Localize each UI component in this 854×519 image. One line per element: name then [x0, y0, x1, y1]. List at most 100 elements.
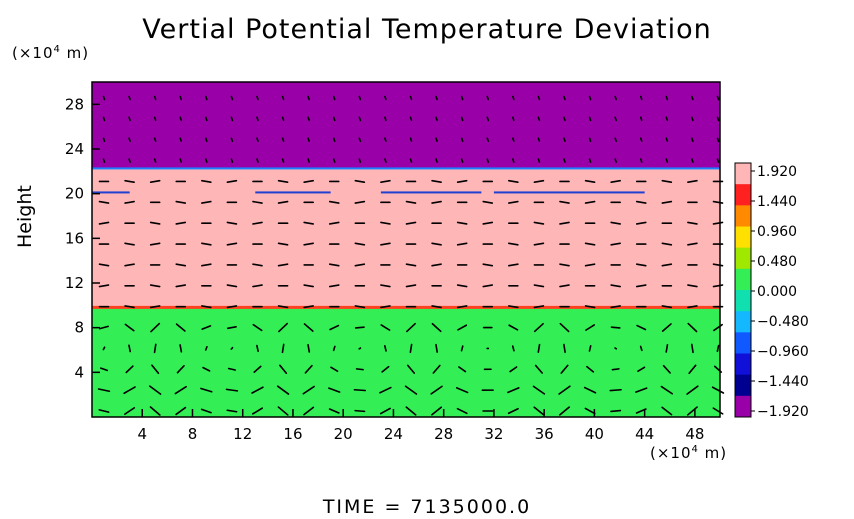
vector-arrow: [328, 387, 341, 393]
vector-arrow: [534, 364, 543, 374]
vector-arrow: [611, 368, 620, 371]
vector-arrow: [332, 345, 336, 352]
vector-arrow: [430, 385, 443, 395]
vector-arrow: [486, 137, 490, 143]
vector-arrow: [149, 406, 161, 416]
colorbar-segment: [735, 247, 751, 270]
vector-arrow: [384, 158, 387, 163]
vector-arrow: [277, 406, 289, 416]
vector-arrow: [635, 221, 647, 225]
vector-arrow: [256, 137, 259, 143]
vector-arrow: [125, 365, 134, 374]
vector-arrow: [281, 158, 285, 163]
vector-arrow: [691, 158, 694, 163]
vector-arrow: [435, 95, 438, 101]
x-tick-label: 12: [233, 425, 252, 443]
vector-arrow: [431, 322, 442, 333]
colorbar-tick-label: −0.960: [757, 344, 809, 360]
vector-arrow: [226, 305, 238, 309]
vector-arrow: [175, 323, 186, 332]
colorbar-tick-label: 0.960: [757, 224, 797, 240]
x-tick-label: 44: [635, 425, 654, 443]
vector-arrow: [277, 242, 289, 246]
vector-arrow: [153, 137, 157, 143]
vector-arrow: [303, 323, 314, 332]
vector-arrow: [124, 305, 135, 309]
vector-arrow: [716, 344, 720, 353]
vector-arrow: [383, 345, 387, 352]
vector-arrow: [354, 200, 366, 204]
vector-arrow: [507, 387, 520, 394]
vector-arrow: [405, 406, 417, 416]
vector-arrow: [307, 343, 311, 353]
vector-arrow: [281, 137, 285, 143]
vector-arrow: [124, 323, 135, 332]
vector-arrow: [486, 116, 490, 122]
vector-arrow: [200, 387, 213, 393]
vector-arrow: [435, 158, 438, 163]
y-tick-label: 20: [65, 185, 84, 203]
vector-arrow: [124, 200, 135, 204]
colorbar-tick-label: 0.480: [757, 254, 797, 270]
vector-arrow: [303, 305, 314, 309]
vector-arrow: [610, 409, 622, 413]
vector-arrow: [508, 242, 519, 246]
vector-arrow: [533, 406, 545, 416]
vector-arrow: [610, 221, 621, 225]
vector-arrow: [614, 158, 617, 163]
vector-arrow: [226, 221, 238, 225]
vector-arrow: [201, 325, 212, 330]
vector-arrow: [380, 284, 391, 288]
vector-arrow: [179, 158, 183, 163]
vector-arrow: [252, 323, 263, 332]
vector-arrow: [230, 137, 234, 143]
vector-arrow: [665, 116, 669, 122]
vector-arrow: [560, 364, 569, 374]
vector-arrow: [307, 116, 310, 122]
vector-arrow: [353, 388, 367, 392]
vector-arrow: [328, 263, 340, 267]
vector-arrow: [380, 324, 391, 331]
vector-arrow: [175, 406, 187, 416]
vector-arrow: [662, 364, 671, 374]
vector-arrow: [124, 242, 135, 246]
vector-arrow: [583, 386, 597, 394]
x-tick-label: 36: [535, 425, 554, 443]
vector-arrow: [614, 95, 617, 101]
vector-arrow: [584, 263, 596, 267]
vector-arrow: [533, 242, 545, 246]
vector-arrow: [588, 158, 592, 163]
vector-arrow: [102, 116, 106, 122]
vector-arrow: [202, 366, 211, 372]
colorbar-frame: [734, 162, 752, 418]
vector-arrow: [201, 179, 212, 184]
y-unit-label: (×104 m): [12, 44, 90, 62]
vector-arrow: [456, 407, 468, 415]
vector-arrow: [380, 242, 391, 246]
vector-arrow: [303, 179, 314, 184]
vector-arrow: [252, 284, 263, 288]
vector-arrow: [128, 344, 132, 353]
vector-arrow: [688, 364, 697, 375]
vector-arrow: [431, 406, 443, 416]
vector-arrow: [384, 95, 387, 101]
vector-arrow: [687, 322, 698, 333]
vector-arrow: [435, 137, 438, 143]
vector-arrow: [102, 95, 106, 101]
vector-arrow: [381, 365, 390, 373]
vector-arrow: [227, 367, 236, 371]
colorbar-tick-label: 1.440: [757, 194, 797, 210]
vector-arrow: [482, 284, 494, 288]
vector-arrow: [328, 221, 340, 225]
vector-arrow: [174, 385, 187, 395]
vector-arrow: [507, 407, 519, 415]
vector-arrow: [256, 95, 259, 101]
vector-arrow: [482, 200, 494, 204]
vector-arrow: [149, 305, 161, 309]
vector-arrow: [563, 95, 566, 101]
vector-arrow: [509, 366, 518, 373]
plot-frame: [91, 81, 721, 418]
vector-arrow: [609, 388, 622, 392]
vector-arrow: [537, 95, 541, 101]
